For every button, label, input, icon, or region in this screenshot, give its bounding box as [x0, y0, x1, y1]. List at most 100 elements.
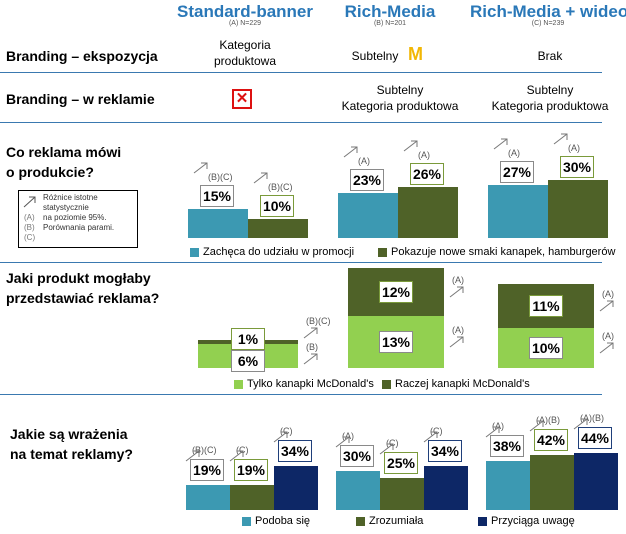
significance-label: (A) — [602, 331, 614, 341]
bar — [574, 452, 618, 510]
value-label: 42% — [534, 429, 568, 452]
note-key-c: (C) — [24, 233, 36, 242]
row-label-co-reklama-mowi: Co reklama mówi o produkcie? — [6, 144, 122, 180]
legend-swatch-olive — [356, 516, 365, 526]
significance-label: (A) — [342, 431, 354, 441]
legend-item-zacheca: Zachęca do udziału w promocji — [190, 246, 354, 258]
legend-item-pokazuje: Pokazuje nowe smaki kanapek, hamburgerów — [378, 246, 615, 258]
mcdonalds-logo-icon: M — [408, 44, 423, 64]
legend-swatch-olive — [378, 247, 387, 257]
legend-swatch-teal — [190, 247, 199, 257]
red-x-icon: ✕ — [232, 89, 252, 109]
bar — [530, 455, 574, 510]
column-header-standard-banner: Standard-banner — [176, 2, 314, 21]
value-label: 19% — [234, 459, 268, 482]
bar — [338, 193, 398, 238]
significance-label: (A)(B) — [580, 412, 604, 423]
cell-branding-ad-b: Subtelny Kategoria produktowa — [341, 83, 459, 113]
arrow-icon — [303, 353, 318, 365]
significance-label: (A) — [452, 325, 464, 335]
cell-branding-expo-a: Kategoria produktowa — [213, 38, 277, 68]
cell-branding-expo-c: Brak — [537, 49, 563, 63]
arrow-icon — [599, 342, 614, 354]
arrow-icon — [573, 418, 588, 430]
value-label: 19% — [190, 459, 224, 482]
note-line-3: na poziomie 95%. — [43, 213, 107, 222]
bar — [248, 218, 308, 238]
legend-item-przyciaga: Przyciąga uwagę — [478, 515, 575, 527]
value-label: 1% — [231, 328, 265, 350]
note-line-1: Różnice istotne — [43, 193, 98, 202]
legend-label-raczej: Raczej kanapki McDonald's — [395, 378, 530, 390]
arrow-icon — [403, 140, 418, 152]
significance-label: (C) — [280, 425, 293, 436]
bar — [486, 460, 530, 510]
row-divider — [0, 394, 602, 395]
arrow-icon — [335, 436, 350, 448]
significance-note-box: Różnice istotne statystycznie na poziomi… — [18, 190, 138, 248]
column-header-rich-media-wideo: Rich-Media + wideo — [470, 2, 626, 21]
legend-label-zrozumiala: Zrozumiała — [369, 515, 424, 527]
arrow-icon — [449, 336, 464, 348]
bar — [230, 485, 274, 510]
legend-item-zrozumiala: Zrozumiała — [356, 515, 423, 527]
value-label: 44% — [578, 426, 612, 449]
column-sub-rich-media-wideo: (C) N=239 — [531, 20, 565, 27]
arrow-icon — [529, 420, 544, 432]
significance-label: (A) — [418, 150, 430, 161]
value-label: 10% — [529, 337, 563, 359]
legend-swatch-olive — [382, 379, 391, 389]
note-line-2: statystycznie — [43, 203, 89, 212]
arrow-icon — [423, 431, 438, 443]
row-label-jaki-produkt: Jaki produkt mogłaby przedstawiać reklam… — [6, 270, 160, 306]
significance-label: (A) — [602, 289, 614, 299]
arrow-icon — [599, 300, 614, 312]
significance-label: (A)(B) — [536, 415, 560, 426]
significance-label: (A) — [508, 148, 520, 159]
value-label: 26% — [410, 163, 444, 186]
column-sub-standard-banner: (A) N=229 — [228, 20, 262, 27]
value-label: 30% — [340, 445, 374, 467]
significance-label: (A) — [452, 275, 464, 285]
row-divider — [0, 122, 602, 123]
significance-label: (C) — [236, 445, 249, 456]
column-header-rich-media: Rich-Media — [344, 2, 436, 21]
value-label: 34% — [278, 439, 312, 462]
arrow-icon — [493, 138, 508, 150]
significance-label: (A) — [568, 142, 580, 153]
significance-label: (B)(C) — [306, 316, 331, 326]
significance-label: (B)(C) — [208, 171, 233, 182]
legend-label-tylko: Tylko kanapki McDonald's — [247, 378, 374, 390]
row-label-branding-w-reklamie: Branding – w reklamie — [6, 91, 155, 107]
value-label: 13% — [379, 331, 413, 353]
value-label: 15% — [200, 184, 234, 207]
row-label-jakie-wrazenia: Jakie są wrażenia na temat reklamy? — [10, 426, 133, 462]
arrow-icon — [253, 172, 268, 183]
legend-item-tylko: Tylko kanapki McDonald's — [234, 378, 374, 390]
significance-label: (B) — [306, 342, 318, 352]
bar — [336, 471, 380, 510]
value-label: 6% — [231, 350, 265, 372]
legend-label-podoba: Podoba się — [255, 515, 311, 527]
note-key-b: (B) — [24, 223, 35, 232]
arrow-icon — [449, 286, 464, 298]
value-label: 11% — [529, 295, 563, 317]
arrow-icon — [343, 146, 358, 158]
value-label: 34% — [428, 439, 462, 462]
arrow-icon — [485, 426, 500, 437]
significance-label: (C) — [386, 437, 399, 448]
bar — [548, 179, 608, 238]
value-label: 27% — [500, 161, 534, 184]
row-divider — [0, 72, 602, 73]
legend-label-zacheca: Zachęca do udziału w promocji — [203, 246, 355, 258]
value-label: 10% — [260, 194, 294, 217]
significance-label: (B)(C) — [192, 445, 217, 456]
value-label: 23% — [350, 169, 384, 192]
cell-branding-ad-c: Subtelny Kategoria produktowa — [491, 83, 609, 113]
significance-label: (B)(C) — [268, 181, 293, 192]
value-label: 25% — [384, 451, 418, 474]
bar — [274, 465, 318, 510]
value-label: 38% — [490, 434, 524, 457]
bar — [380, 477, 424, 510]
bar — [398, 187, 458, 238]
